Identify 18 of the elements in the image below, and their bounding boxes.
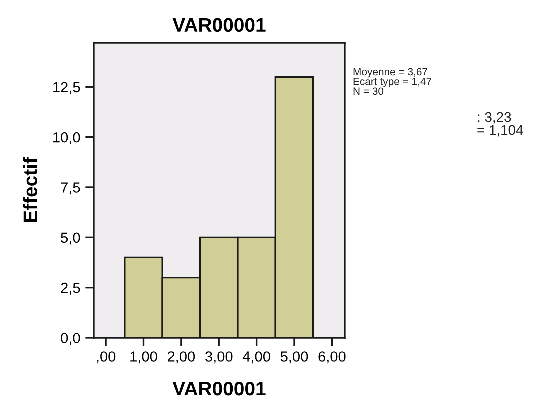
x-tick-label: ,00 xyxy=(97,352,116,364)
y-tick-label: 12,5 xyxy=(54,82,80,94)
y-tick-label: 0,0 xyxy=(61,333,80,346)
text: Moyenne = 3,67 Ecart type = 1,47 N = 30 xyxy=(354,68,432,96)
chart-title: VAR00001 xyxy=(172,18,266,32)
text: : 3,23 = 1,104 xyxy=(478,112,524,137)
y-axis-title: Effectif xyxy=(23,158,38,222)
y-tick-label: 10,0 xyxy=(54,132,80,144)
y-tick-label: 7,5 xyxy=(61,182,80,195)
x-tick-label: 6,00 xyxy=(318,352,346,364)
x-tick-label: 5,00 xyxy=(280,352,308,364)
y-tick-label: 2,5 xyxy=(61,282,80,295)
y-tick-label: 5,0 xyxy=(61,232,80,245)
x-tick-label: 4,00 xyxy=(242,352,270,364)
x-tick-label: 2,00 xyxy=(168,352,196,364)
x-tick-label: 3,00 xyxy=(205,352,233,364)
x-tick-label: 1,00 xyxy=(130,352,158,364)
x-axis-title: VAR00001 xyxy=(172,382,266,396)
